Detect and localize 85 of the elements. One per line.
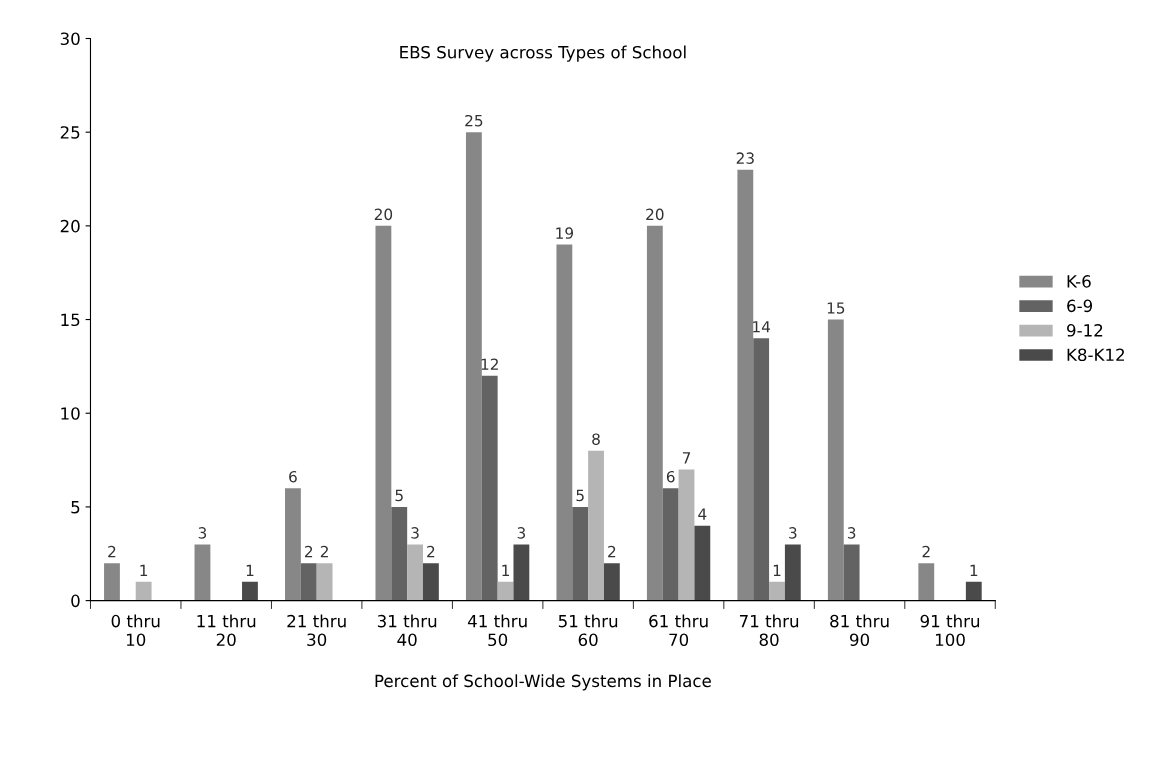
data-label: 20 — [646, 208, 664, 221]
bar — [827, 319, 844, 601]
bar — [375, 225, 392, 601]
data-label: 19 — [556, 227, 574, 239]
data-label: 1 — [970, 564, 978, 576]
data-label: 20 — [374, 208, 393, 221]
bar — [646, 225, 663, 601]
data-label: 7 — [682, 452, 691, 464]
data-label: 2 — [305, 545, 313, 558]
bar — [300, 563, 317, 601]
data-label: 2 — [320, 545, 328, 558]
data-label: 2 — [922, 545, 930, 558]
x-tick-label: 41 thru 50 — [467, 614, 527, 647]
bar — [769, 581, 785, 601]
data-label: 3 — [198, 527, 207, 539]
bar — [965, 581, 982, 601]
y-tick-label: 30 — [60, 32, 80, 46]
bar — [918, 563, 935, 601]
y-tick-label: 25 — [60, 126, 80, 139]
legend-label: 9-12 — [1067, 324, 1103, 337]
x-tick-label: 71 thru 80 — [739, 614, 799, 647]
x-tick-label: 61 thru 70 — [649, 614, 708, 647]
data-label: 2 — [108, 545, 116, 558]
x-tick-label: 31 thru 40 — [377, 614, 437, 647]
bar — [753, 338, 770, 601]
bar — [843, 544, 860, 601]
data-label: 4 — [698, 508, 707, 520]
bar — [104, 563, 120, 601]
bar — [678, 469, 695, 601]
data-label: 5 — [395, 489, 403, 502]
bar — [556, 244, 573, 601]
bar — [465, 132, 482, 601]
data-label: 12 — [481, 358, 498, 370]
bar — [737, 169, 754, 601]
data-label: 3 — [411, 527, 419, 539]
data-label: 23 — [736, 152, 754, 164]
y-tick-label: 10 — [61, 407, 80, 420]
legend-label: K-6 — [1067, 275, 1091, 288]
x-tick-label: 11 thru 20 — [197, 614, 256, 647]
bar — [588, 450, 604, 601]
bar — [194, 544, 211, 601]
data-label: 1 — [773, 564, 781, 576]
data-label: 3 — [789, 527, 797, 539]
bar — [391, 506, 408, 601]
data-label: 1 — [502, 564, 510, 576]
y-tick-label: 5 — [71, 501, 80, 514]
bar — [662, 488, 679, 601]
data-label: 1 — [246, 564, 254, 576]
y-tick-label: 0 — [71, 594, 80, 608]
data-label: 2 — [608, 545, 616, 558]
bar — [784, 544, 801, 601]
x-tick-label: 91 thru 100 — [920, 614, 980, 647]
legend-label: 6-9 — [1067, 299, 1093, 313]
bar — [497, 581, 514, 601]
data-label: 3 — [517, 527, 526, 539]
bar — [513, 544, 530, 601]
bar — [316, 563, 333, 601]
data-label: 5 — [576, 489, 584, 502]
bar — [572, 506, 589, 601]
y-tick-label: 15 — [61, 313, 80, 327]
bar — [407, 544, 423, 601]
x-tick-label: 0 thru 10 — [111, 614, 160, 647]
x-axis-title: Percent of School-Wide Systems in Place — [375, 674, 711, 691]
data-label: 15 — [827, 302, 845, 314]
bar — [285, 488, 301, 601]
y-tick-label: 20 — [60, 219, 80, 233]
x-tick-label: 21 thru 30 — [287, 614, 346, 647]
bar — [603, 563, 620, 601]
chart-title: EBS Survey across Types of School — [400, 45, 686, 62]
bar — [422, 563, 439, 601]
x-tick-label: 51 thru 60 — [558, 614, 618, 647]
data-label: 6 — [289, 470, 297, 483]
bar — [242, 581, 258, 601]
legend-label: K8-K12 — [1067, 348, 1125, 362]
bar — [694, 525, 711, 601]
bar — [135, 581, 152, 601]
data-label: 8 — [592, 433, 600, 445]
data-label: 3 — [847, 527, 856, 539]
data-label: 14 — [753, 321, 771, 333]
data-label: 1 — [140, 564, 148, 576]
data-label: 6 — [666, 470, 675, 483]
data-label: 2 — [427, 545, 435, 558]
x-tick-label: 81 thru 90 — [830, 614, 889, 647]
bar — [481, 375, 498, 601]
data-label: 25 — [465, 114, 483, 127]
